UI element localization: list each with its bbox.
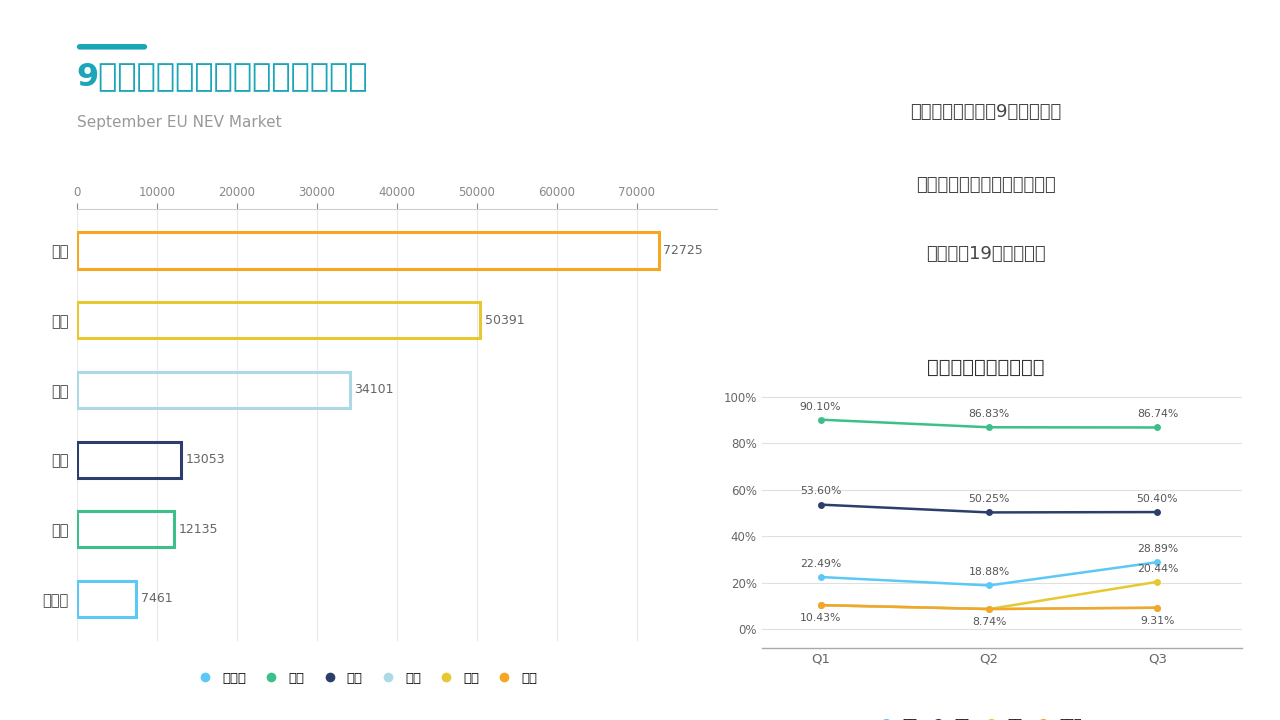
Text: 10.43%: 10.43% <box>800 613 841 624</box>
Bar <box>77 302 480 338</box>
Text: 72725: 72725 <box>663 244 703 257</box>
Text: 90.10%: 90.10% <box>800 402 841 412</box>
Text: 18.88%: 18.88% <box>969 567 1010 577</box>
Text: 50.40%: 50.40% <box>1137 494 1178 504</box>
Text: 50391: 50391 <box>485 314 525 327</box>
Text: 20.44%: 20.44% <box>1137 564 1178 574</box>
Legend: 西班牙, 瑞典, 挪威, 法国, 英国, 德国: 西班牙, 瑞典, 挪威, 法国, 英国, 德国 <box>187 667 543 690</box>
Bar <box>77 511 174 547</box>
Text: 86.74%: 86.74% <box>1137 410 1178 419</box>
Bar <box>77 372 349 408</box>
Text: September EU NEV Market: September EU NEV Market <box>77 115 282 130</box>
Text: 53.60%: 53.60% <box>800 487 841 497</box>
Bar <box>77 441 182 478</box>
Text: 汽车电子设计: 汽车电子设计 <box>1152 100 1190 110</box>
Text: 实现月销19万台的销量: 实现月销19万台的销量 <box>925 246 1046 264</box>
Text: 22.49%: 22.49% <box>800 559 841 569</box>
Text: 50.25%: 50.25% <box>968 494 1010 504</box>
Bar <box>77 233 659 269</box>
Text: 12135: 12135 <box>179 523 218 536</box>
Text: 34101: 34101 <box>355 384 394 397</box>
Legend: 德国, 挪威, 瑞典, 法国, 英国, 西班牙: 德国, 挪威, 瑞典, 法国, 英国, 西班牙 <box>868 713 1087 720</box>
Text: 不同国家的渗透率如下: 不同国家的渗透率如下 <box>927 358 1044 377</box>
Text: 8.74%: 8.74% <box>972 617 1006 627</box>
Bar <box>77 581 137 617</box>
Text: 欧洲新能源汽车在9月的表现是: 欧洲新能源汽车在9月的表现是 <box>910 103 1061 121</box>
Text: 9.31%: 9.31% <box>1140 616 1175 626</box>
Text: 28.89%: 28.89% <box>1137 544 1178 554</box>
Text: 爆表，这几个国家的销量已经: 爆表，这几个国家的销量已经 <box>915 176 1056 194</box>
Text: 86.83%: 86.83% <box>969 409 1010 419</box>
Text: 13053: 13053 <box>186 453 225 466</box>
Text: 7461: 7461 <box>141 593 173 606</box>
Text: 9月欧洲新能源汽车市场总体表现: 9月欧洲新能源汽车市场总体表现 <box>77 61 369 92</box>
